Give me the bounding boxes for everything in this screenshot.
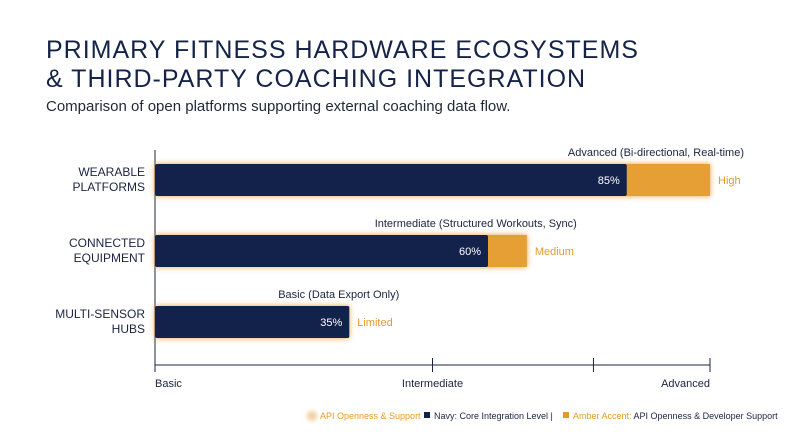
legend-swatch-amber — [563, 412, 569, 418]
category-label: WEARABLE — [78, 165, 145, 179]
core-bar — [155, 164, 627, 196]
legend-item-text: Navy: Core Integration Level | — [434, 411, 553, 421]
chart-subtitle: Comparison of open platforms supporting … — [46, 98, 511, 115]
legend-item-text: Amber Accent: API Openness & Developer S… — [573, 411, 778, 421]
category-label: CONNECTED — [69, 236, 145, 250]
legend-swatch-glow — [307, 411, 317, 421]
level-label: Intermediate (Structured Workouts, Sync) — [375, 218, 577, 230]
bar-value-label: 60% — [459, 246, 481, 258]
chart-title-line-1: PRIMARY FITNESS HARDWARE ECOSYSTEMS — [46, 36, 639, 64]
chart-legend: API Openness & Support Navy: Core Integra… — [307, 411, 778, 421]
chart-title: PRIMARY FITNESS HARDWARE ECOSYSTEMS & TH… — [46, 36, 766, 94]
x-tick-label: Basic — [155, 378, 182, 390]
category-label: PLATFORMS — [73, 180, 145, 194]
category-label: HUBS — [112, 322, 145, 336]
plot-area: Basic Intermediate Advanced 85% Advanced (Bi… — [55, 147, 744, 390]
category-label: MULTI-SENSOR — [55, 307, 145, 321]
legend-swatch-navy — [424, 412, 430, 418]
tier-label: High — [718, 175, 741, 187]
legend-item-text: API Openness & Support — [320, 411, 421, 421]
x-tick-label: Intermediate — [402, 378, 463, 390]
level-label: Advanced (Bi-directional, Real-time) — [568, 147, 744, 159]
category-label: EQUIPMENT — [74, 251, 146, 265]
core-bar — [155, 235, 488, 267]
bar-value-label: 85% — [598, 175, 620, 187]
tier-label: Limited — [357, 317, 392, 329]
x-tick-label: Advanced — [661, 378, 710, 390]
bar-value-label: 35% — [320, 317, 342, 329]
tier-label: Medium — [535, 246, 574, 258]
level-label: Basic (Data Export Only) — [278, 289, 399, 301]
chart-title-line-2: & THIRD-PARTY COACHING INTEGRATION — [46, 65, 587, 93]
core-bar — [155, 306, 350, 338]
